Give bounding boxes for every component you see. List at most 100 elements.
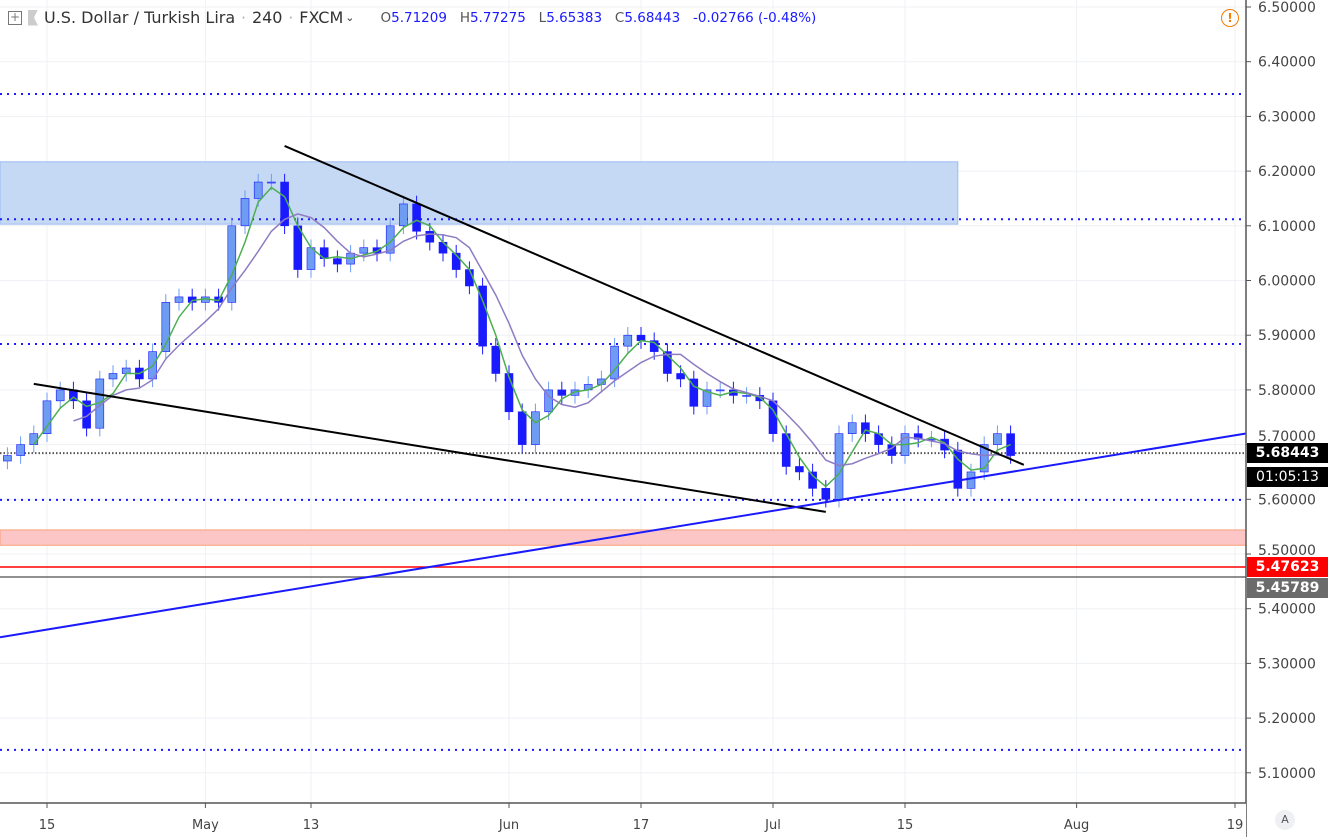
candle (412, 203, 421, 232)
candle (517, 411, 527, 445)
price-zone (0, 161, 959, 225)
candle (742, 395, 751, 397)
auto-scale-button[interactable]: A (1275, 810, 1295, 830)
candle (425, 230, 435, 243)
y-tick-label: 5.70000 (1258, 429, 1316, 445)
exchange[interactable]: FXCM (299, 8, 344, 27)
candle (636, 334, 646, 341)
candle (966, 471, 976, 489)
y-tick-label: 5.90000 (1258, 328, 1316, 344)
candle (293, 225, 303, 270)
candle (768, 400, 778, 434)
y-tick-label: 5.60000 (1258, 492, 1316, 508)
candle (821, 488, 831, 500)
candle (451, 252, 461, 270)
y-tick-label: 6.10000 (1258, 219, 1316, 235)
gray-level-tag: 5.45789 (1247, 578, 1328, 598)
open-value: 5.71209 (391, 9, 447, 26)
candle (108, 373, 118, 380)
close-value: 5.68443 (624, 9, 681, 26)
y-tick-label: 6.50000 (1258, 0, 1316, 16)
candle (359, 247, 369, 254)
symbol-title[interactable]: U.S. Dollar / Turkish Lira (44, 8, 236, 27)
y-tick-label: 6.30000 (1258, 109, 1316, 125)
flag-icon (28, 9, 38, 26)
y-tick-label: 6.20000 (1258, 164, 1316, 180)
candle (3, 455, 12, 462)
candle (399, 203, 408, 227)
candle (438, 241, 448, 254)
candle (913, 433, 923, 440)
y-tick-label: 5.50000 (1258, 543, 1316, 559)
candle (861, 422, 870, 434)
candle (993, 433, 1002, 445)
candle (676, 373, 685, 380)
candle (557, 389, 567, 396)
candle (491, 345, 501, 374)
candle (544, 389, 553, 413)
candle (478, 285, 487, 347)
candle (372, 247, 382, 254)
price-zone (0, 529, 1247, 546)
candle (174, 296, 184, 303)
candle (253, 181, 263, 199)
candle (847, 422, 857, 434)
y-tick-label: 6.00000 (1258, 274, 1316, 290)
price-axis (1246, 0, 1328, 837)
candle (504, 373, 514, 413)
sma-fast-line (33, 186, 1011, 488)
candle (531, 411, 540, 445)
candle (121, 367, 131, 374)
x-tick-label: May (192, 818, 219, 833)
chart-legend: + U.S. Dollar / Turkish Lira · 240 · FXC… (8, 8, 817, 27)
y-tick-label: 5.40000 (1258, 602, 1316, 618)
y-tick-label: 5.80000 (1258, 383, 1316, 399)
y-tick-label: 6.40000 (1258, 55, 1316, 71)
candle (570, 389, 580, 396)
candle (689, 378, 699, 407)
y-tick-label: 5.20000 (1258, 711, 1316, 727)
candle (267, 181, 276, 184)
x-tick-label: Aug (1064, 818, 1089, 833)
candle (333, 258, 342, 265)
candle (29, 433, 39, 445)
x-tick-label: 17 (633, 818, 650, 833)
candle (953, 449, 963, 489)
candle (795, 466, 804, 473)
candle (16, 444, 25, 456)
candle (663, 351, 672, 374)
candle (940, 438, 949, 451)
x-tick-label: 13 (303, 818, 320, 833)
candle (702, 389, 712, 407)
candle (55, 389, 65, 402)
candle (82, 400, 91, 429)
sma-slow-line (73, 213, 1011, 467)
high-value: 5.77275 (469, 9, 526, 26)
candle (161, 302, 171, 352)
candle (623, 334, 633, 347)
candle (240, 198, 250, 227)
trendline (284, 145, 1025, 466)
change-value: -0.02766 (-0.48%) (693, 9, 817, 26)
y-tick-label: 5.30000 (1258, 656, 1316, 672)
candle (808, 471, 817, 489)
candle (979, 444, 989, 473)
ohlc-values: O5.71209 H5.77275 L5.65383 C5.68443 -0.0… (380, 9, 817, 26)
candle (610, 345, 619, 380)
x-tick-label: 15 (39, 818, 56, 833)
low-value: 5.65383 (546, 9, 603, 26)
trendline (0, 432, 1247, 639)
current-price-tag: 5.68443 (1247, 443, 1328, 464)
candle (42, 400, 52, 434)
candle (385, 225, 395, 254)
interval[interactable]: 240 (251, 8, 283, 27)
x-tick-label: 15 (897, 818, 914, 833)
chevron-down-icon[interactable]: ⌄ (345, 11, 355, 24)
y-tick-label: 5.10000 (1258, 766, 1316, 782)
candle (715, 389, 725, 392)
alert-icon[interactable]: ! (1221, 9, 1239, 27)
plus-square-icon[interactable]: + (8, 9, 22, 25)
candle (834, 433, 844, 500)
red-level-tag: 5.47623 (1247, 557, 1328, 577)
